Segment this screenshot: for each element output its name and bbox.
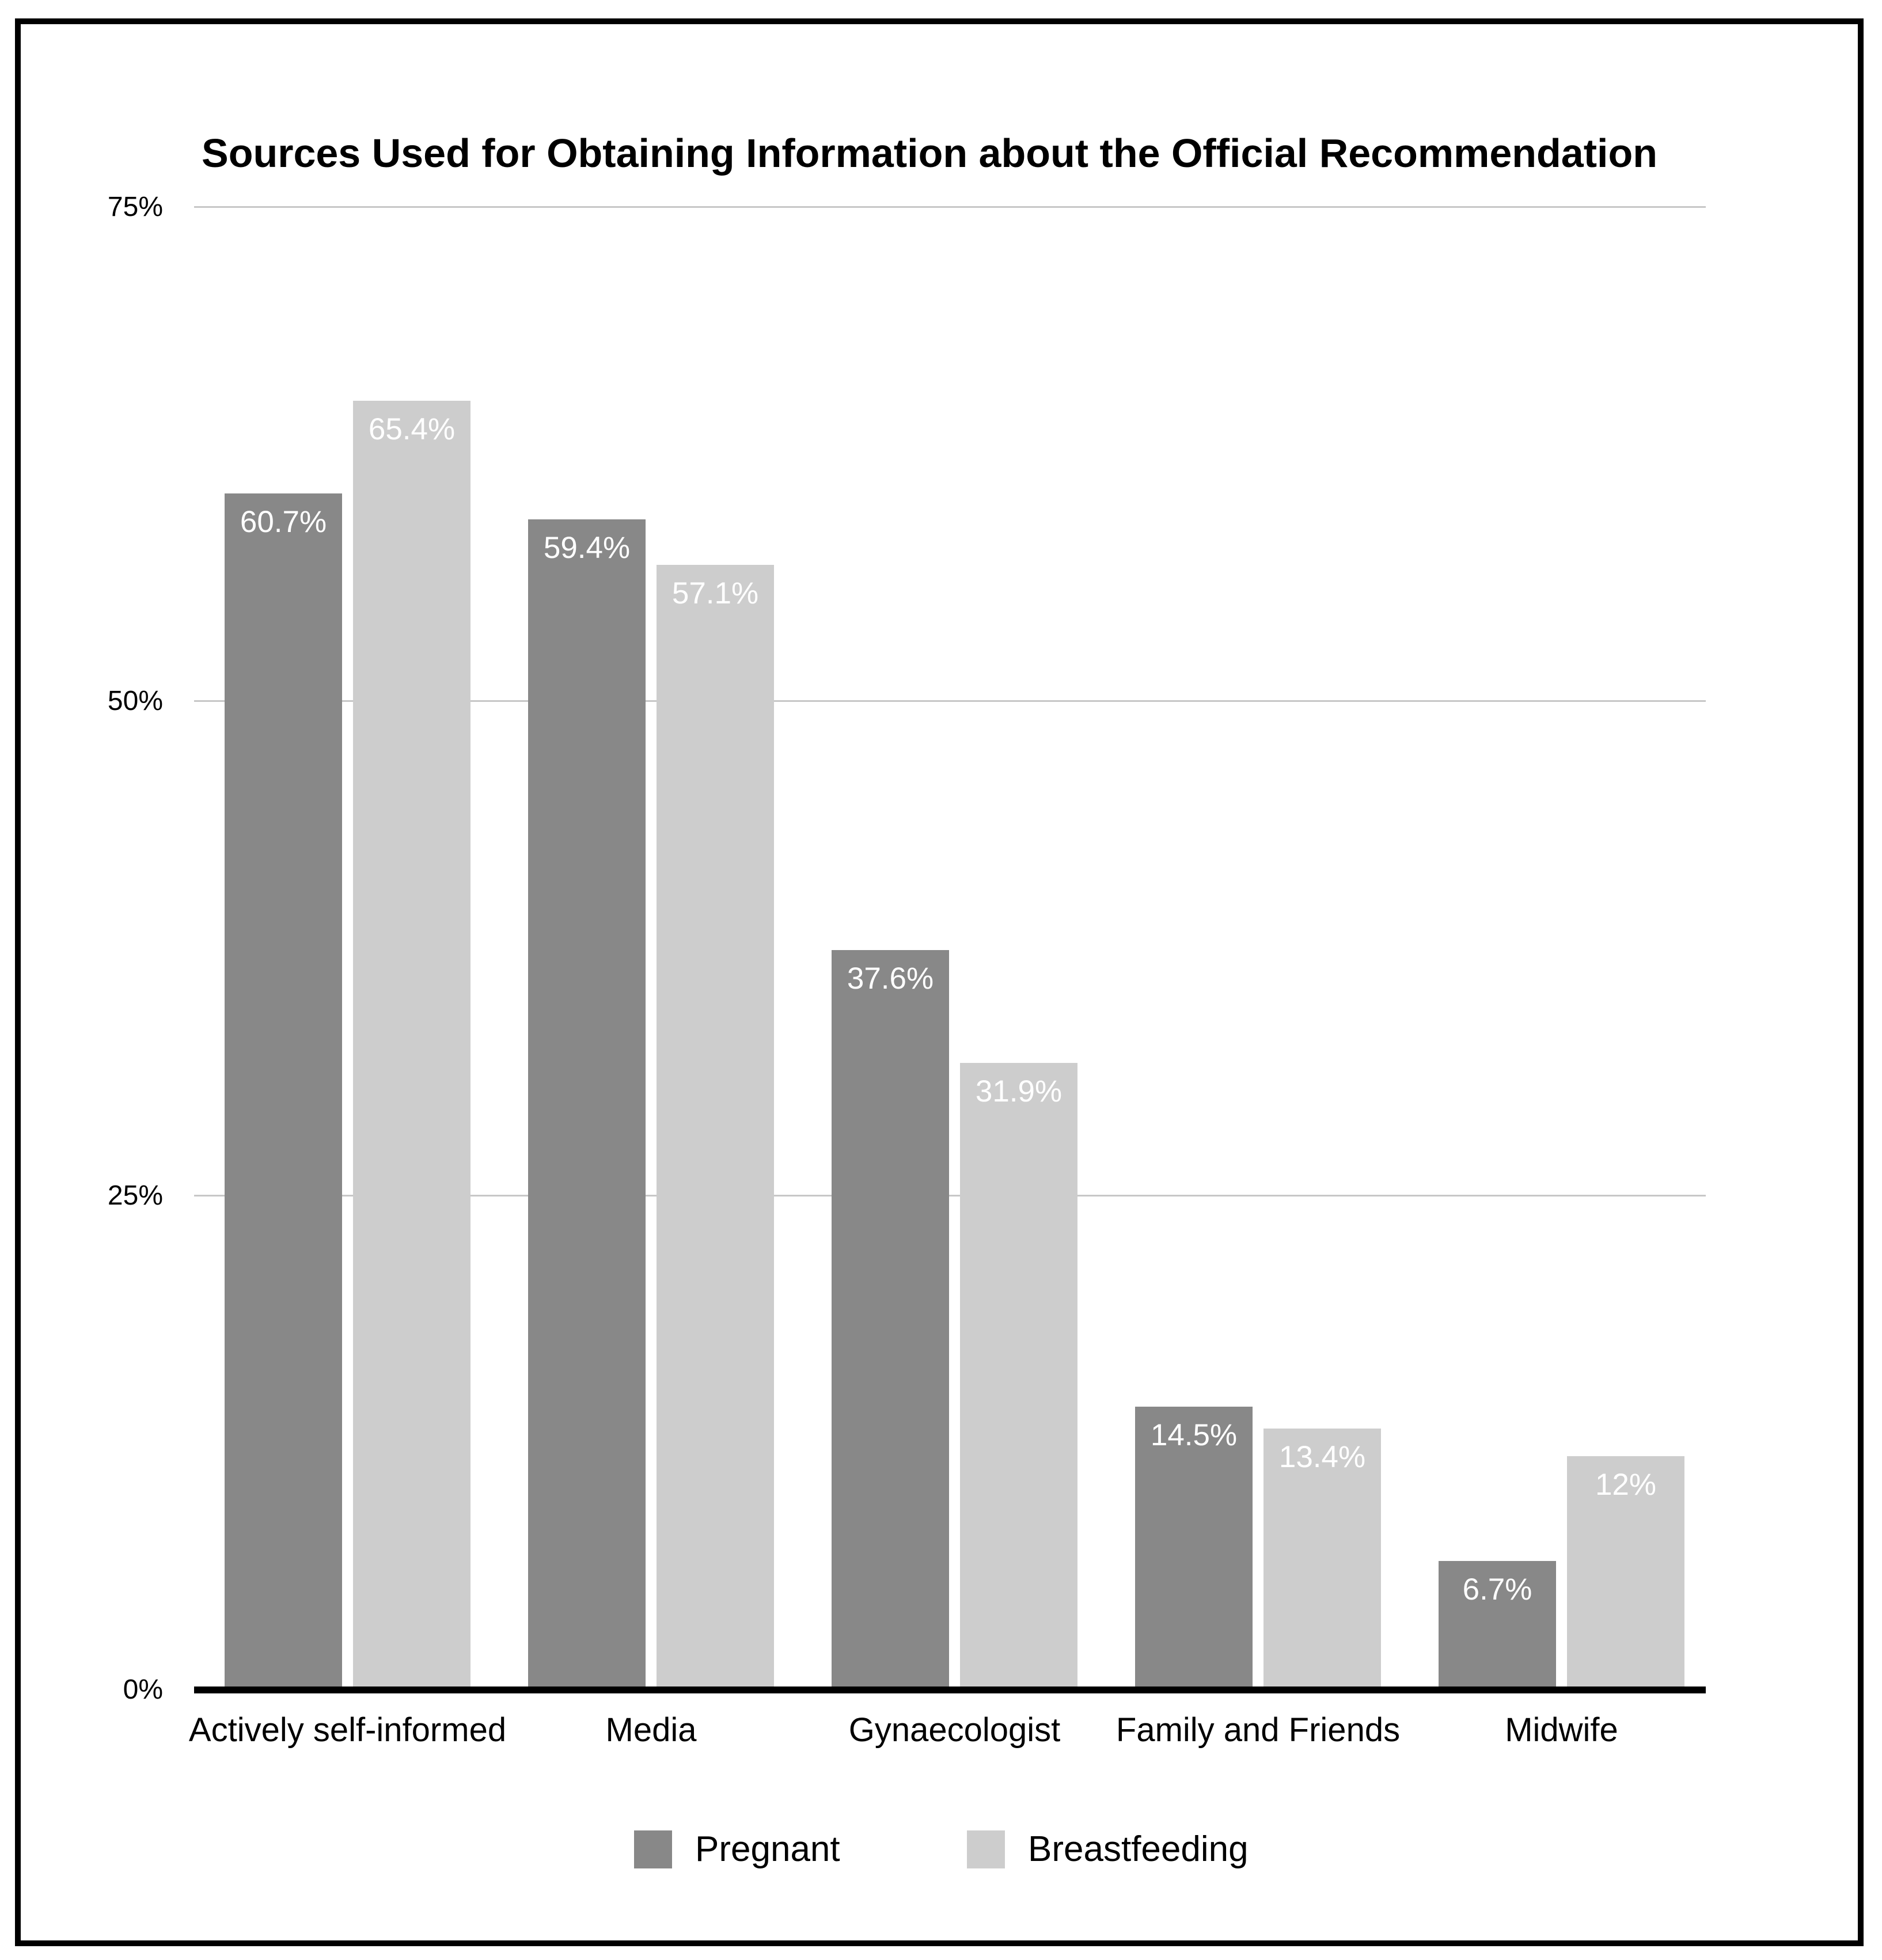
bar-value-label: 6.7% <box>1462 1572 1532 1606</box>
legend-item-breastfeeding: Breastfeeding <box>967 1829 1249 1870</box>
bar-value-label: 12% <box>1595 1468 1657 1502</box>
bar-value-label: 57.1% <box>671 576 759 610</box>
y-axis-tick-label: 50% <box>107 686 163 717</box>
bar-value-label: 60.7% <box>240 504 327 539</box>
bar-pregnant-0: 60.7% <box>225 493 342 1693</box>
gridline-50% <box>194 700 1706 702</box>
bar-breastfeeding-3: 13.4% <box>1263 1428 1381 1693</box>
x-category-label-3: Family and Friends <box>1115 1711 1401 1749</box>
gridline-75% <box>194 206 1706 208</box>
bar-breastfeeding-0: 65.4% <box>353 400 470 1693</box>
bar-pregnant-4: 6.7% <box>1439 1560 1556 1693</box>
chart-title: Sources Used for Obtaining Information a… <box>202 131 1657 176</box>
bar-breastfeeding-2: 31.9% <box>960 1062 1077 1693</box>
bar-pregnant-3: 14.5% <box>1135 1407 1253 1693</box>
x-category-label-0: Actively self-informed <box>188 1711 507 1749</box>
legend-swatch-pregnant <box>634 1830 672 1868</box>
bar-breastfeeding-1: 57.1% <box>657 564 774 1693</box>
bar-value-label: 65.4% <box>368 412 456 446</box>
bar-pregnant-1: 59.4% <box>528 519 646 1693</box>
chart-frame-border <box>15 18 1864 1946</box>
x-category-label-1: Media <box>605 1711 697 1749</box>
bar-value-label: 13.4% <box>1278 1439 1366 1474</box>
y-axis-tick-label: 25% <box>107 1180 163 1211</box>
gridline-25% <box>194 1194 1706 1196</box>
bar-value-label: 31.9% <box>975 1074 1063 1108</box>
x-category-label-2: Gynaecologist <box>848 1711 1061 1749</box>
bar-value-label: 14.5% <box>1150 1418 1238 1453</box>
legend-label: Pregnant <box>695 1829 840 1869</box>
bar-pregnant-2: 37.6% <box>832 950 949 1693</box>
y-axis-tick-label: 75% <box>107 192 163 222</box>
bar-breastfeeding-4: 12% <box>1567 1456 1684 1693</box>
bar-value-label: 59.4% <box>543 530 631 565</box>
legend-label: Breastfeeding <box>1028 1829 1249 1869</box>
legend-item-pregnant: Pregnant <box>634 1829 840 1870</box>
bar-value-label: 37.6% <box>847 962 934 996</box>
x-category-label-4: Midwife <box>1505 1711 1618 1749</box>
legend-swatch-breastfeeding <box>967 1830 1005 1868</box>
y-axis-tick-label: 0% <box>123 1674 163 1705</box>
x-axis-line <box>194 1686 1706 1693</box>
